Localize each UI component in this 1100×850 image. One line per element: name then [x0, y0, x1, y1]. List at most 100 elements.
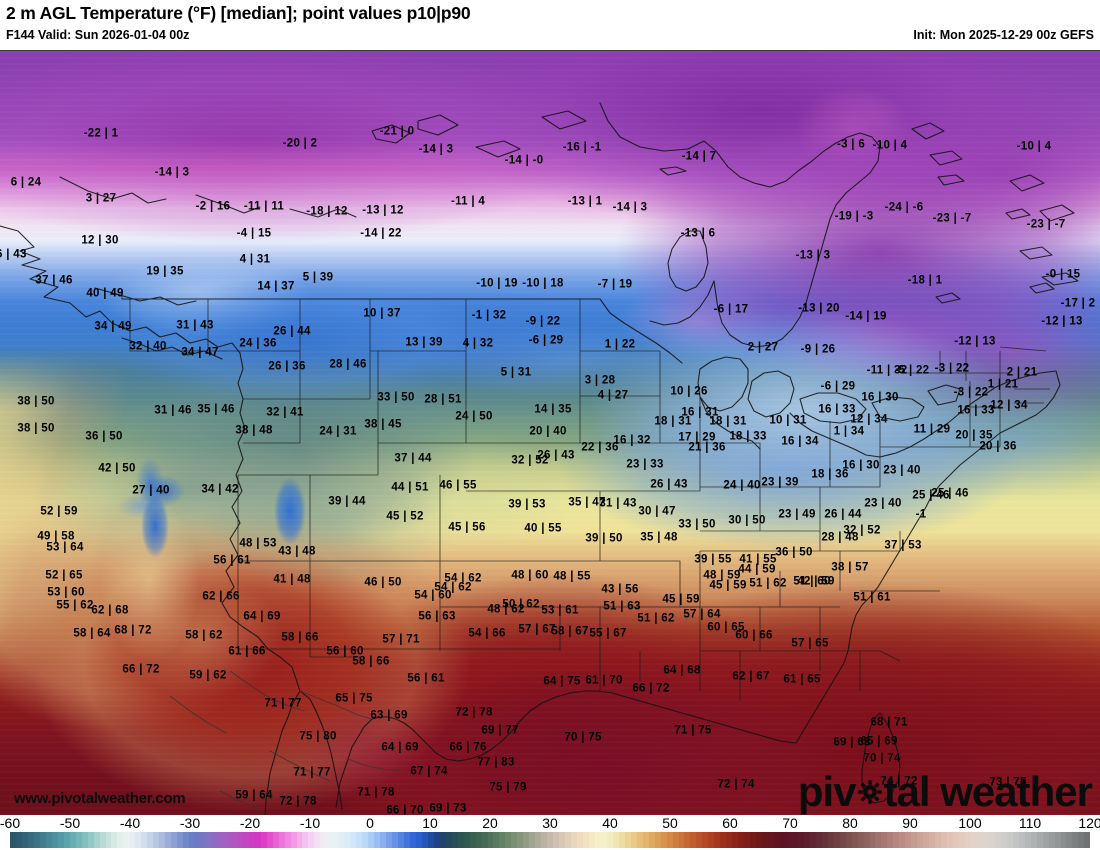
point-value-label: 18 | 31 — [709, 415, 747, 428]
color-swatch — [427, 832, 434, 848]
point-value-label: 70 | 74 — [863, 752, 901, 765]
point-value-label: 22 | 36 — [581, 441, 619, 454]
color-swatch — [403, 832, 410, 848]
color-swatch — [618, 832, 625, 848]
point-value-label: 38 | 50 — [17, 395, 55, 408]
point-value-label: 73 | 75 — [989, 776, 1027, 789]
point-value-label: 56 | 61 — [213, 554, 251, 567]
point-value-label: 1 | 34 — [833, 425, 865, 438]
color-swatch — [195, 832, 201, 848]
color-scale-tick-label: -30 — [179, 815, 201, 831]
color-swatch — [374, 832, 381, 848]
point-value-label: 60 | 66 — [735, 629, 773, 642]
color-swatch — [147, 832, 154, 848]
point-value-label: -10 | 4 — [1016, 140, 1052, 153]
color-swatch — [290, 832, 297, 848]
point-value-label: 37 | 46 — [35, 274, 73, 287]
point-value-label: 2 | 27 — [747, 341, 779, 354]
point-value-label: 32 | 40 — [129, 340, 167, 353]
point-value-label: 68 | 72 — [114, 624, 152, 637]
color-swatch — [696, 832, 703, 848]
color-swatch — [869, 832, 876, 848]
point-value-label: 58 | 62 — [185, 629, 223, 642]
color-swatch — [1066, 832, 1073, 848]
point-value-label: -13 | 6 — [680, 227, 716, 240]
color-swatch — [1024, 832, 1031, 848]
point-value-label: 46 | 55 — [439, 479, 477, 492]
point-value-label: 39 | 53 — [508, 498, 546, 511]
point-value-label: 16 | 32 — [613, 434, 651, 447]
point-value-label: 26 | 44 — [273, 325, 311, 338]
point-value-label: 64 | 68 — [663, 664, 701, 677]
point-value-label: 23 | 40 — [864, 497, 902, 510]
temperature-map[interactable]: -22 | 1 -20 | 2 -21 | 0 -14 | 3 -14 | -0 -16 … — [0, 50, 1100, 815]
point-value-label: 72 | 78 — [455, 706, 493, 719]
point-value-label: -14 | -0 — [504, 154, 544, 167]
color-swatch — [69, 832, 76, 848]
point-value-label: 4 | 32 — [462, 337, 494, 350]
point-value-label: 40 | 55 — [524, 522, 562, 535]
color-swatch — [785, 832, 792, 848]
color-swatch — [714, 832, 721, 848]
color-scale-tick-label: 50 — [662, 815, 678, 831]
point-value-label: 53 | 60 — [47, 586, 85, 599]
point-value-label: -12 | 13 — [1041, 315, 1083, 328]
point-value-label: -16 | -1 — [562, 141, 602, 154]
color-swatch — [230, 832, 237, 848]
color-swatch — [206, 832, 213, 848]
color-swatch — [189, 832, 196, 848]
point-value-label: 71 | 78 — [357, 786, 395, 799]
point-value-label: 23 | 40 — [883, 464, 921, 477]
point-value-label: 20 | 36 — [979, 440, 1017, 453]
color-scale-tick-label: 20 — [482, 815, 498, 831]
color-swatch — [666, 832, 673, 848]
color-swatch — [320, 832, 327, 848]
point-value-label: 65 | 75 — [335, 692, 373, 705]
color-swatch — [1084, 832, 1091, 848]
point-value-label: -19 | -3 — [834, 210, 874, 223]
point-value-label: 23 | 33 — [626, 458, 664, 471]
color-scale-tick-label: 0 — [366, 815, 374, 831]
point-value-label: 35 | 47 — [568, 496, 606, 509]
point-value-label: 48 | 60 — [511, 569, 549, 582]
point-value-label: 64 | 69 — [381, 741, 419, 754]
color-swatch — [1018, 832, 1025, 848]
point-value-label: 36 | 50 — [85, 430, 123, 443]
point-value-label: 11 | 29 — [913, 423, 951, 436]
point-value-label: 4 | 27 — [597, 389, 629, 402]
point-value-label: 3 | 27 — [85, 192, 117, 205]
color-swatch — [1036, 832, 1043, 848]
point-value-label: 41 | 55 — [739, 553, 777, 566]
point-value-label: 24 | 50 — [455, 410, 493, 423]
point-value-label: 16 | 33 — [818, 403, 856, 416]
point-value-label: 51 | 60 — [793, 575, 831, 588]
color-swatch — [171, 832, 178, 848]
color-swatch — [33, 832, 40, 848]
point-value-label: -14 | 19 — [845, 310, 887, 323]
color-scale-tick-label: 70 — [782, 815, 798, 831]
point-value-label: 56 | 61 — [407, 672, 445, 685]
point-value-label: 54 | 62 — [434, 581, 472, 594]
point-value-label: 49 | 58 — [37, 530, 75, 543]
color-swatch — [111, 832, 118, 848]
point-value-label: 43 | 56 — [601, 583, 639, 596]
point-value-label: 71 | 77 — [293, 766, 331, 779]
color-swatch — [183, 832, 190, 848]
color-swatch — [976, 832, 983, 848]
color-swatch — [935, 832, 942, 848]
point-value-label: 30 | 50 — [728, 514, 766, 527]
map-header: 2 m AGL Temperature (°F) [median]; point… — [0, 0, 1100, 50]
point-value-label: 20 | 40 — [529, 425, 567, 438]
color-scale-swatches[interactable] — [10, 832, 1091, 848]
color-swatch — [881, 832, 888, 848]
point-value-label: -18 | 12 — [306, 205, 348, 218]
color-swatch — [439, 832, 446, 848]
point-value-label: 25 | 46 — [931, 487, 969, 500]
color-swatch — [421, 832, 428, 848]
point-value-label: 45 | 52 — [386, 510, 424, 523]
color-scale[interactable]: -60 -50 -40 -30 -20 -10 0 10 20 30 40 50 60 70 80 90 100… — [0, 815, 1100, 850]
point-value-label: 34 | 49 — [94, 320, 132, 333]
color-scale-tick-label: -60 — [0, 815, 21, 831]
color-swatch — [678, 832, 685, 848]
point-value-label: -24 | -6 — [884, 201, 924, 214]
